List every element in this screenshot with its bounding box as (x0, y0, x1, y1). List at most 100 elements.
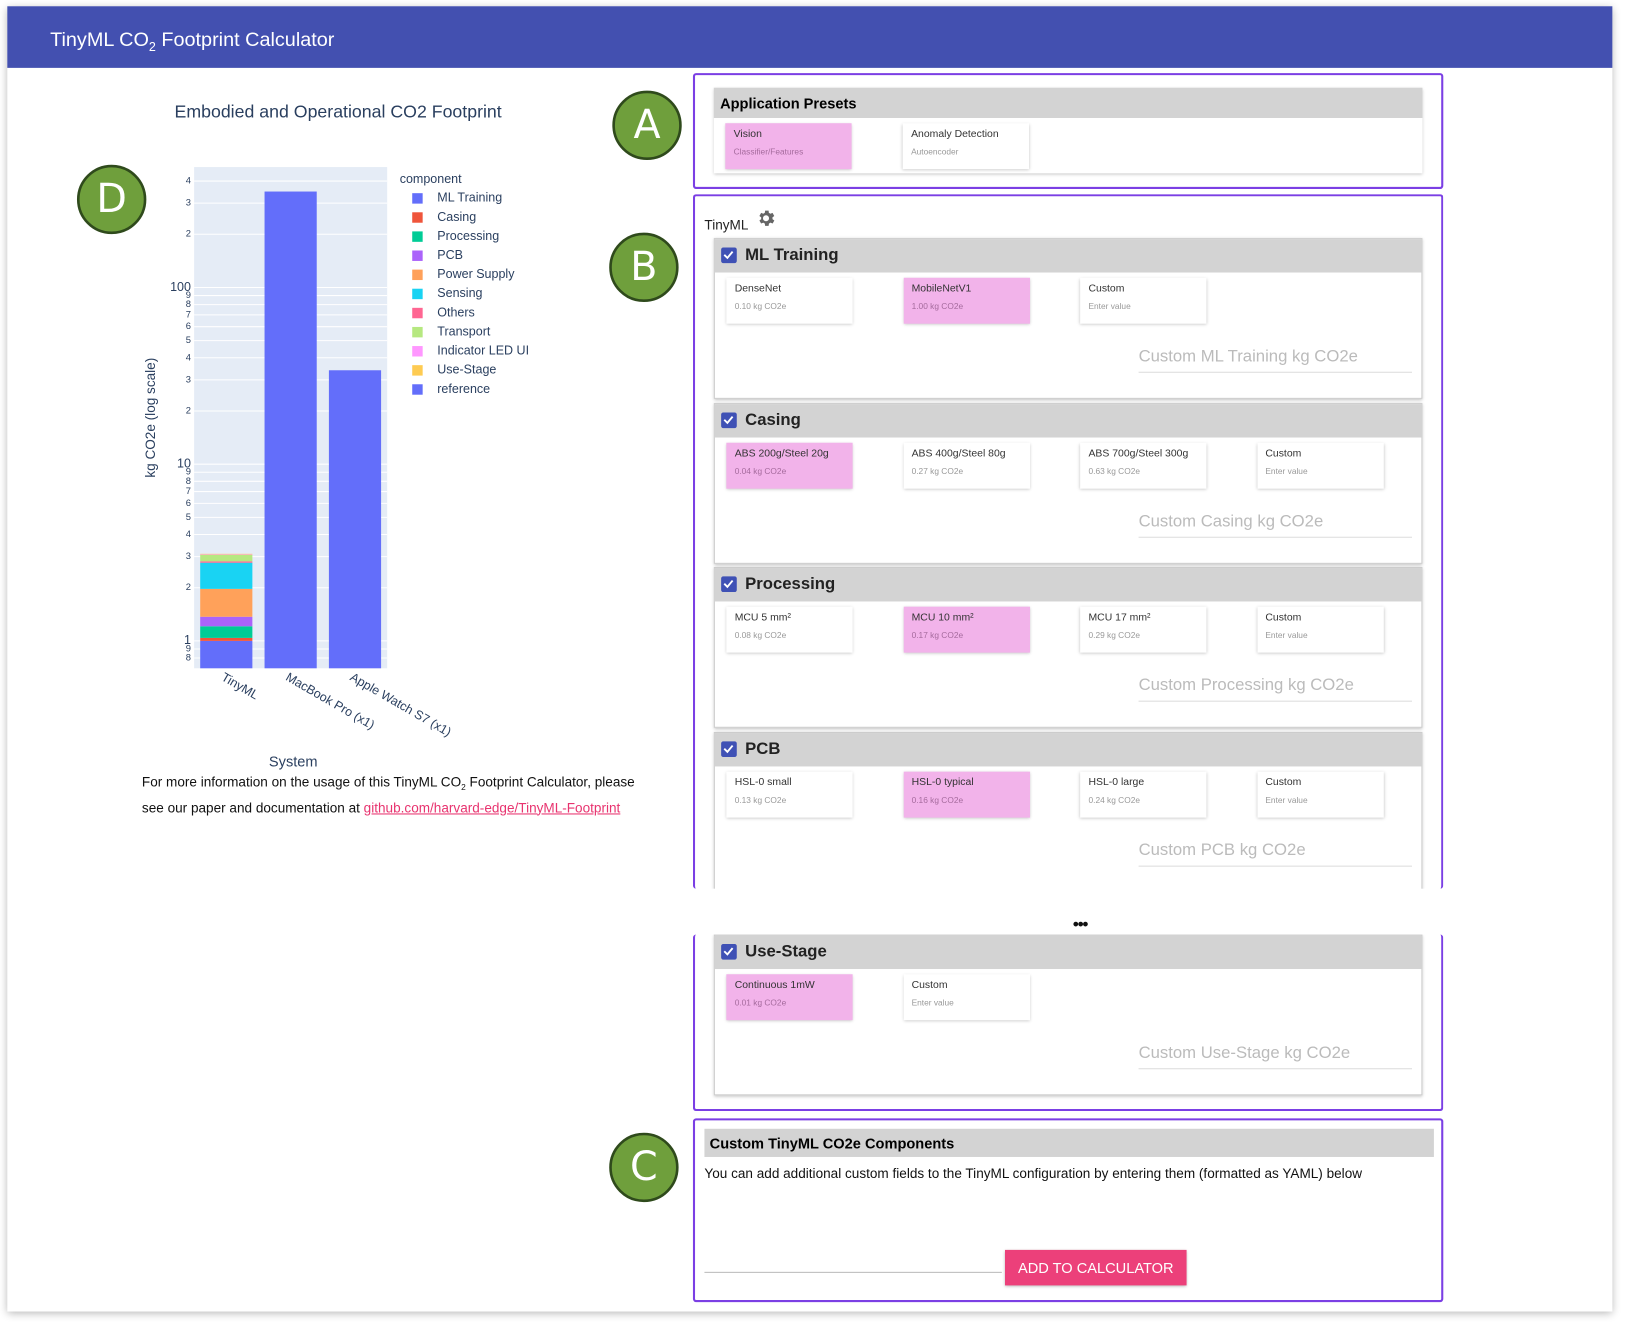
y-tick-label: 9 (186, 289, 191, 300)
option-name: MCU 5 mm² (734, 611, 791, 624)
option-value: Enter value (1265, 466, 1308, 477)
option-card[interactable]: Anomaly Detection Autoencoder (902, 123, 1029, 170)
chart: Embodied and Operational CO2 Footprint k… (143, 101, 529, 739)
option-value: 0.29 kg CO2e (1088, 630, 1141, 641)
option-value: 0.27 kg CO2e (911, 466, 964, 477)
bar-segment (200, 554, 253, 555)
checkbox[interactable] (721, 576, 737, 593)
legend-swatch (412, 212, 423, 223)
option-name: ABS 200g/Steel 20g (734, 447, 829, 460)
y-tick-label: 4 (186, 351, 191, 362)
custom-input[interactable]: Custom Use-Stage kg CO2e (1138, 1044, 1412, 1070)
checkbox[interactable] (721, 741, 737, 758)
option-card[interactable]: Custom Enter value (1257, 442, 1384, 489)
y-tick-label: 4 (186, 175, 191, 186)
checkbox[interactable] (721, 943, 737, 960)
config-label: TinyML (704, 217, 749, 233)
option-card[interactable]: MCU 10 mm² 0.17 kg CO2e (903, 606, 1030, 653)
y-tick-label: 5 (186, 334, 191, 345)
title-text: Footprint Calculator (155, 29, 335, 52)
option-card[interactable]: Vision Classifier/Features (725, 123, 852, 170)
y-tick-label: 2 (186, 228, 191, 239)
y-tick-label: 100 (170, 280, 191, 294)
y-tick-label: 8 (186, 652, 191, 663)
option-name: Custom (1265, 447, 1302, 460)
y-tick-label: 7 (186, 308, 191, 319)
option-name: Continuous 1mW (734, 979, 815, 991)
y-tick-label: 1 (184, 633, 191, 647)
footnote-link[interactable]: github.com/harvard-edge/TinyML-Footprint (363, 799, 621, 816)
option-card[interactable]: HSL-0 small 0.13 kg CO2e (726, 771, 853, 818)
checkbox[interactable] (721, 247, 737, 264)
custom-input[interactable]: Custom ML Training kg CO2e (1138, 348, 1412, 373)
option-name: Vision (733, 128, 762, 140)
option-card[interactable]: ABS 700g/Steel 300g 0.63 kg CO2e (1080, 442, 1207, 489)
option-value: 0.17 kg CO2e (911, 630, 964, 641)
option-value: Classifier/Features (733, 147, 804, 157)
option-card[interactable]: HSL-0 large 0.24 kg CO2e (1080, 771, 1207, 818)
option-card[interactable]: Custom Enter value (1080, 277, 1207, 324)
x-tick-label: Apple Watch S7 (x1) (348, 670, 454, 739)
footnote-sub: 2 (461, 782, 466, 793)
legend-swatch (412, 250, 423, 261)
legend-title: component (400, 172, 462, 186)
footnote-text: For more information on the usage of thi… (141, 773, 462, 790)
option-card[interactable]: Custom Enter value (1257, 606, 1384, 653)
bar-segment (200, 554, 253, 562)
y-tick-label: 9 (186, 642, 191, 653)
option-card[interactable]: ABS 200g/Steel 20g 0.04 kg CO2e (726, 442, 853, 489)
bar-segment (200, 553, 253, 555)
legend-label: Transport (437, 324, 491, 338)
checkmark (723, 416, 734, 425)
legend-label: Casing (437, 210, 476, 224)
custom-text: You can add additional custom fields to … (704, 1165, 1363, 1181)
option-card[interactable]: DenseNet 0.10 kg CO2e (726, 277, 853, 324)
presets-title: Application Presets (713, 87, 1423, 118)
y-tick-label: 3 (186, 373, 191, 384)
option-card[interactable]: ABS 400g/Steel 80g 0.27 kg CO2e (903, 442, 1030, 489)
option-value: Enter value (1265, 630, 1308, 641)
section-card: Processing MCU 5 mm² 0.08 kg CO2e MCU 10 mm… (713, 567, 1423, 728)
y-tick-label: 9 (186, 466, 191, 477)
yaml-input[interactable] (704, 1246, 1002, 1273)
legend-swatch (412, 231, 423, 242)
option-name: HSL-0 large (1088, 776, 1145, 789)
bar-segment (200, 616, 253, 627)
gear (759, 210, 775, 226)
option-name: Custom (1265, 776, 1302, 789)
footnote-text: Footprint Calculator, please see our pap… (141, 773, 635, 816)
option-card[interactable]: MCU 5 mm² 0.08 kg CO2e (726, 606, 853, 653)
section-card: ML Training DenseNet 0.10 kg CO2e MobileNet… (713, 238, 1423, 399)
legend-swatch (412, 269, 423, 281)
bar-segment (200, 637, 253, 641)
add-button[interactable]: ADD TO CALCULATOR (1004, 1249, 1187, 1286)
option-card[interactable]: MCU 17 mm² 0.29 kg CO2e (1080, 606, 1207, 653)
custom-input[interactable]: Custom PCB kg CO2e (1138, 842, 1412, 867)
checkbox[interactable] (721, 412, 737, 429)
custom-input[interactable]: Custom Processing kg CO2e (1138, 677, 1412, 702)
option-name: ABS 400g/Steel 80g (911, 447, 1006, 460)
option-name: HSL-0 typical (911, 776, 974, 789)
custom-box: Custom TinyML CO2e Components You can ad… (692, 1118, 1444, 1303)
section-title: Use-Stage (745, 942, 827, 961)
option-card[interactable]: MobileNetV1 1.00 kg CO2e (903, 277, 1030, 324)
option-name: Custom (1088, 282, 1125, 295)
option-card[interactable]: Custom Enter value (903, 974, 1030, 1021)
legend-swatch (412, 365, 423, 376)
option-value: 0.10 kg CO2e (734, 301, 787, 312)
legend-swatch (412, 346, 423, 357)
legend-label: Power Supply (437, 267, 515, 281)
y-tick-label: 8 (186, 475, 191, 486)
gear-icon[interactable] (756, 208, 777, 229)
presets-box (692, 73, 1444, 190)
section-card: PCB HSL-0 small 0.13 kg CO2e HSL-0 typical 0… (713, 731, 1423, 889)
section-card: Use-Stage Continuous 1mW 0.01 kg CO2e Custo… (713, 934, 1423, 1096)
legend-label: reference (437, 382, 490, 396)
option-card[interactable]: Custom Enter value (1257, 771, 1384, 818)
bar-segment (264, 191, 317, 669)
y-tick-label: 8 (186, 298, 191, 309)
option-card[interactable]: HSL-0 typical 0.16 kg CO2e (903, 771, 1030, 818)
custom-input[interactable]: Custom Casing kg CO2e (1138, 513, 1412, 538)
option-card[interactable]: Continuous 1mW 0.01 kg CO2e (726, 974, 853, 1021)
